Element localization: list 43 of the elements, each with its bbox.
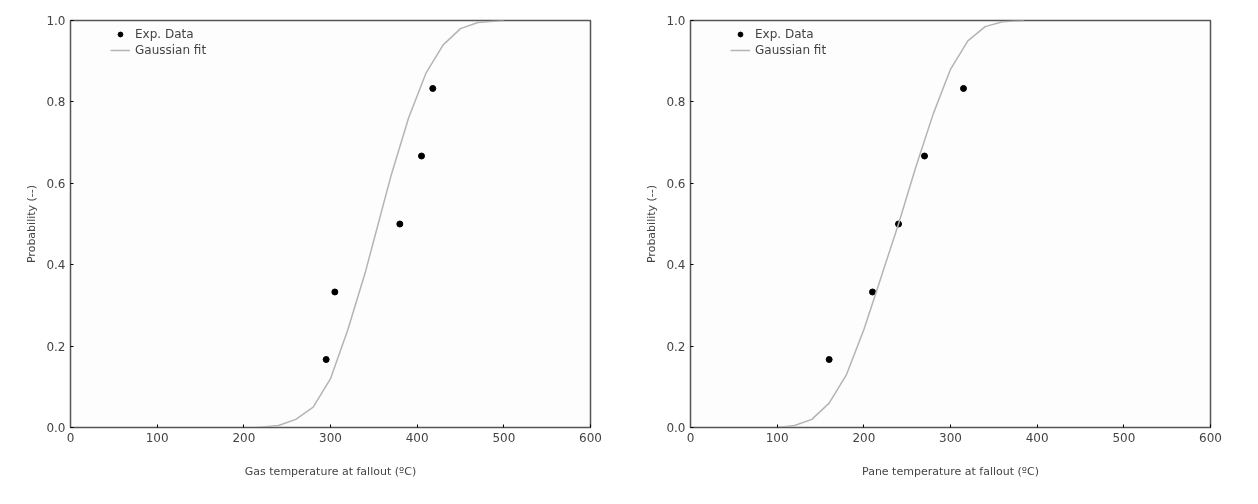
point bbox=[396, 220, 404, 228]
legend-label: Exp. Data bbox=[135, 27, 194, 41]
legend-label: Gaussian fit bbox=[135, 43, 207, 57]
y-tick-label: 0.8 bbox=[666, 95, 686, 110]
y-tick-label: 0.0 bbox=[666, 421, 686, 435]
x-tick-label: 200 bbox=[232, 430, 256, 445]
y-tick-label: 0.8 bbox=[46, 95, 66, 110]
legend-label: Gaussian fit bbox=[755, 43, 827, 57]
x-tick-label: 100 bbox=[145, 430, 169, 445]
point bbox=[322, 356, 330, 364]
x-tick-label: 400 bbox=[1025, 430, 1049, 445]
y-axis-title: Probability (--) bbox=[645, 184, 659, 264]
x-axis-title: Pane temperature at fallout (ºC) bbox=[862, 464, 1040, 478]
y-tick-label: 0.6 bbox=[46, 176, 66, 191]
y-axis-title: Probability (--) bbox=[25, 184, 39, 264]
x-tick-label: 600 bbox=[1199, 430, 1222, 445]
x-tick-label: 500 bbox=[492, 430, 516, 445]
y-tick-label: 0.2 bbox=[666, 339, 686, 354]
y-tick-label: 0.0 bbox=[46, 421, 66, 435]
point bbox=[921, 152, 928, 160]
x-tick-label: 600 bbox=[579, 430, 602, 445]
y-tick-label: 1.0 bbox=[46, 14, 66, 28]
point bbox=[869, 288, 876, 296]
y-tick-label: 0.4 bbox=[46, 258, 66, 273]
x-tick-label: 0 bbox=[66, 430, 75, 445]
legend-label: Exp. Data bbox=[755, 27, 814, 41]
y-tick-label: 0.2 bbox=[46, 339, 66, 354]
point bbox=[429, 84, 437, 92]
x-tick-label: 300 bbox=[939, 430, 962, 445]
x-tick-label: 100 bbox=[765, 430, 789, 445]
x-tick-label: 300 bbox=[319, 430, 342, 445]
x-tick-label: 0 bbox=[686, 430, 695, 445]
point bbox=[331, 288, 339, 296]
y-tick-label: 1.0 bbox=[666, 14, 686, 28]
point bbox=[418, 152, 425, 160]
y-tick-label: 0.6 bbox=[666, 176, 686, 191]
point bbox=[825, 356, 833, 364]
x-tick-label: 500 bbox=[1112, 430, 1136, 445]
y-tick-label: 0.4 bbox=[666, 258, 686, 273]
x-tick-label: 400 bbox=[405, 430, 429, 445]
x-axis-title: Gas temperature at fallout (ºC) bbox=[244, 464, 417, 478]
point bbox=[960, 84, 967, 92]
x-tick-label: 200 bbox=[852, 430, 876, 445]
